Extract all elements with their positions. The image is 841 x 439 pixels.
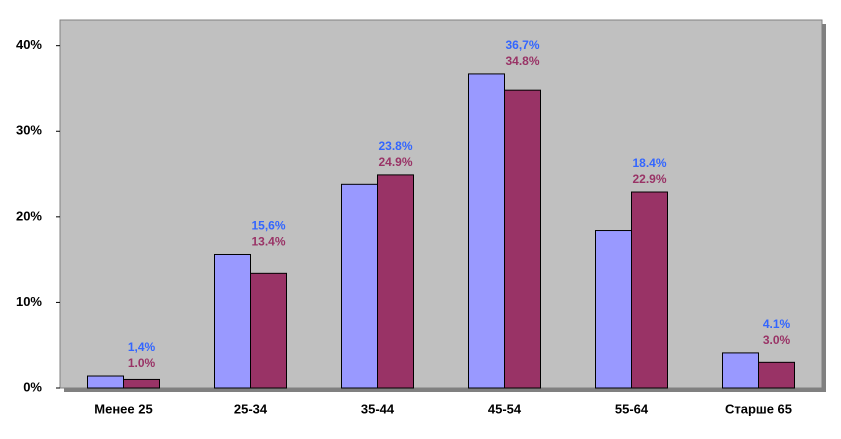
bar <box>722 352 759 389</box>
value-label: 1,4% <box>128 340 156 354</box>
bar <box>468 73 505 389</box>
x-tick-label: Менее 25 <box>94 401 152 416</box>
x-tick-label: 35-44 <box>361 401 395 416</box>
y-tick-label: 40% <box>16 37 42 52</box>
value-label: 23.8% <box>378 139 412 153</box>
value-label: 4.1% <box>763 317 791 331</box>
value-label: 13.4% <box>251 235 285 249</box>
bar <box>377 174 414 389</box>
y-tick-label: 0% <box>23 379 42 394</box>
y-tick-label: 10% <box>16 294 42 309</box>
bar <box>504 89 541 389</box>
bar <box>214 253 251 389</box>
y-tick-label: 30% <box>16 123 42 138</box>
plot-area <box>59 19 823 389</box>
value-label: 24.9% <box>378 155 412 169</box>
bar <box>250 272 287 389</box>
bar <box>87 375 124 389</box>
value-label: 22.9% <box>632 172 666 186</box>
value-label: 3.0% <box>763 333 791 347</box>
value-label: 36,7% <box>505 38 539 52</box>
bar <box>758 361 795 389</box>
value-label: 34.8% <box>505 54 539 68</box>
bar <box>595 230 632 389</box>
value-label: 1.0% <box>128 356 156 370</box>
y-tick-label: 20% <box>16 208 42 223</box>
x-tick-label: 55-64 <box>615 401 649 416</box>
x-tick-label: Старше 65 <box>725 401 792 416</box>
x-tick-label: 25-34 <box>234 401 268 416</box>
bar <box>631 191 668 389</box>
bar <box>341 183 378 389</box>
bar <box>123 378 160 389</box>
x-tick-label: 45-54 <box>488 401 522 416</box>
value-label: 18.4% <box>632 156 666 170</box>
value-label: 15,6% <box>251 219 285 233</box>
